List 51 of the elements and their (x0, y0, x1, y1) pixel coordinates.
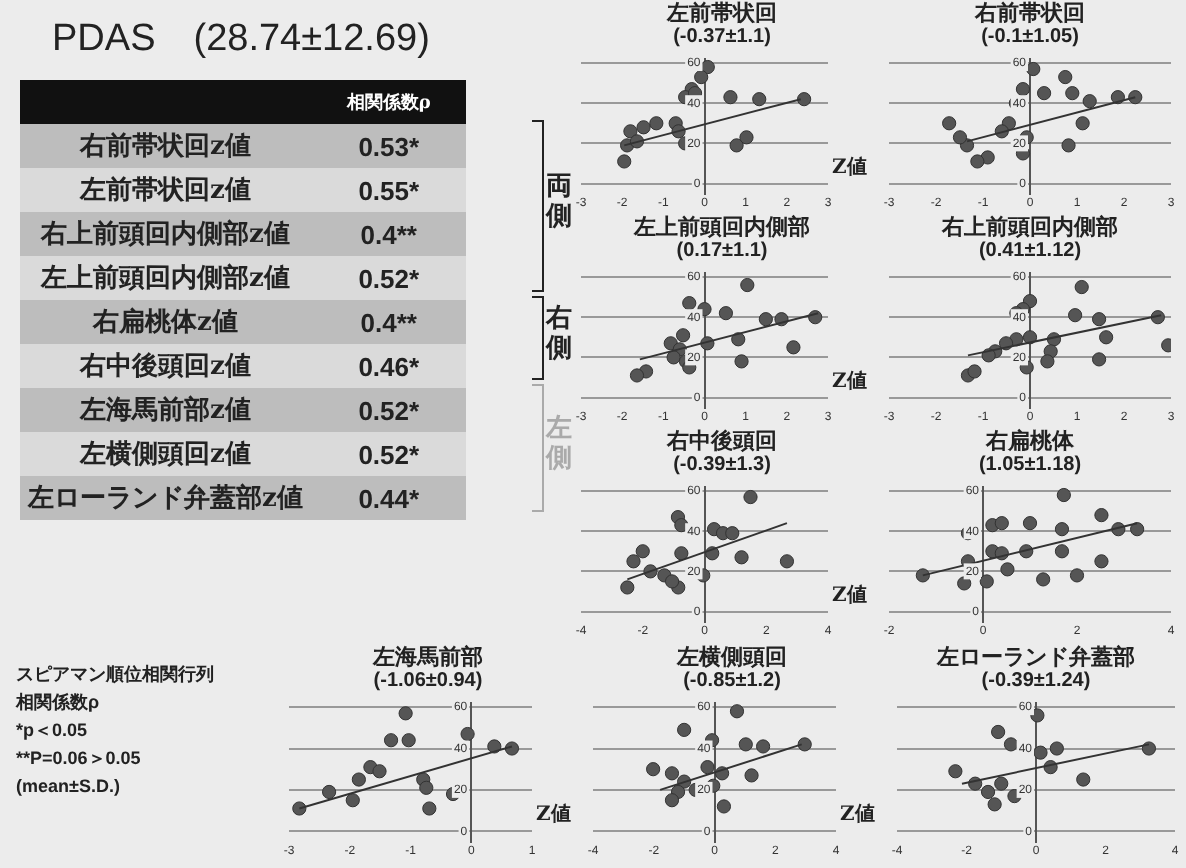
category-label: 左前帯状回z値 (77, 174, 253, 210)
text: 両側 (546, 172, 574, 232)
text: 0.44* (358, 483, 420, 513)
x-axis-title: Z値 (832, 582, 867, 607)
x-axis-title: Z値 (840, 802, 875, 827)
chart-title: 左上前頭回内側部 (631, 214, 812, 240)
chart-title: 左ローランド弁蓋部 (934, 644, 1137, 670)
text: 0.55* (358, 175, 420, 205)
chart-subtitle: (-0.85±1.2) (681, 670, 783, 694)
category-label: 右扁桃体z値 (90, 305, 240, 342)
x-axis-title: Z値 (832, 154, 867, 179)
chart-title: 左横側頭回 (674, 644, 789, 670)
chart-title: 右中後頭回 (665, 428, 779, 454)
text: **P=0.06＞0.05 (16, 746, 143, 772)
chart-subtitle: (0.41±1.12) (976, 240, 1084, 264)
category-label: 左海馬前部z値 (77, 393, 253, 430)
text: 左側 (546, 414, 574, 474)
chart-title: 左前帯状回 (664, 0, 779, 26)
category-label: 左横側頭回z値 (77, 438, 253, 474)
chart-title: 左海馬前部 (370, 644, 485, 670)
text: 0.52* (358, 439, 420, 469)
text: PDAS (28.74±12.69) (52, 16, 432, 64)
chart-subtitle: (-0.37±1.1) (671, 26, 773, 50)
text: 右側 (546, 304, 574, 364)
chart-title: 右扁桃体 (984, 428, 1076, 454)
text: 0.46* (358, 351, 420, 381)
category-label: 右中後頭回z値 (77, 350, 253, 386)
text: (mean±S.D.) (16, 774, 122, 800)
chart-subtitle: (1.05±1.18) (976, 454, 1084, 478)
text: スピアマン順位相関行列 (16, 662, 214, 688)
category-label: 右上前頭回内側部z値 (38, 217, 292, 254)
category-label: 左ローランド弁蓋部z値 (25, 481, 305, 518)
text: 0.4** (360, 307, 417, 337)
text: 相関係数ρ (310, 80, 467, 124)
chart-subtitle: (-1.06±0.94) (371, 670, 485, 694)
x-axis-title: Z値 (536, 802, 571, 827)
text: 0.4** (360, 219, 417, 249)
chart-subtitle: (-0.39±1.24) (979, 670, 1093, 694)
text: 0.53* (358, 131, 420, 161)
category-label: 左上前頭回内側部z値 (38, 261, 292, 298)
chart-subtitle: (0.17±1.1) (674, 240, 770, 264)
x-axis-title: Z値 (832, 368, 867, 393)
chart-subtitle: (-0.39±1.3) (671, 454, 773, 478)
category-label: 右前帯状回z値 (77, 130, 253, 166)
chart-title: 右前帯状回 (973, 0, 1087, 26)
chart-subtitle: (-0.1±1.05) (979, 26, 1081, 50)
text: *p＜0.05 (16, 718, 90, 744)
text: 相関係数ρ (16, 690, 102, 716)
text: 0.52* (358, 395, 420, 425)
text: 0.52* (358, 263, 420, 293)
chart-title: 右上前頭回内側部 (940, 214, 1120, 240)
